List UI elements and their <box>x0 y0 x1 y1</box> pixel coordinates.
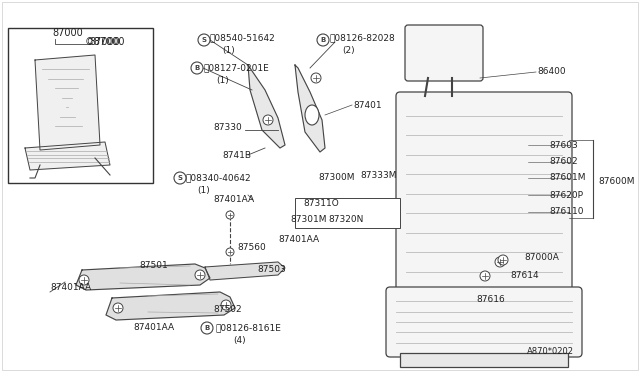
Text: 87401AA: 87401AA <box>213 196 254 205</box>
Circle shape <box>113 303 123 313</box>
Text: 87503: 87503 <box>257 266 285 275</box>
Text: ©87000: ©87000 <box>84 37 125 47</box>
Text: Ⓢ08340-40642: Ⓢ08340-40642 <box>185 173 251 183</box>
Text: 87311O: 87311O <box>303 199 339 208</box>
Polygon shape <box>76 264 210 290</box>
Text: 87603: 87603 <box>549 141 578 150</box>
Text: B: B <box>321 37 326 43</box>
Text: 86400: 86400 <box>537 67 566 77</box>
FancyBboxPatch shape <box>386 287 582 357</box>
Bar <box>295 198 400 228</box>
Text: Ⓑ08127-0201E: Ⓑ08127-0201E <box>204 64 269 73</box>
Circle shape <box>226 248 234 256</box>
Circle shape <box>263 115 273 125</box>
Text: 87614: 87614 <box>510 272 539 280</box>
Polygon shape <box>35 55 100 150</box>
Text: 87301M: 87301M <box>290 215 326 224</box>
Text: (1): (1) <box>197 186 210 195</box>
Text: 87000: 87000 <box>90 37 120 47</box>
Circle shape <box>174 172 186 184</box>
Text: A870*0202: A870*0202 <box>527 347 574 356</box>
Text: (1): (1) <box>222 45 235 55</box>
Text: 876110: 876110 <box>549 208 584 217</box>
Text: B: B <box>195 65 200 71</box>
Text: 87401AA: 87401AA <box>50 283 91 292</box>
Text: B: B <box>204 325 210 331</box>
Circle shape <box>226 211 234 219</box>
Circle shape <box>221 300 231 310</box>
Text: 87560: 87560 <box>237 244 266 253</box>
Text: 87333M: 87333M <box>360 170 397 180</box>
Text: Ⓑ08126-82028: Ⓑ08126-82028 <box>330 33 396 42</box>
Text: (4): (4) <box>233 336 246 344</box>
Polygon shape <box>205 262 285 280</box>
Text: 87300M: 87300M <box>318 173 355 183</box>
Circle shape <box>317 34 329 46</box>
Text: S: S <box>202 37 207 43</box>
Text: 87616: 87616 <box>476 295 505 305</box>
Text: 87600M: 87600M <box>598 177 634 186</box>
Polygon shape <box>248 65 285 148</box>
Bar <box>400 353 568 367</box>
Text: (1): (1) <box>216 76 228 84</box>
Circle shape <box>201 322 213 334</box>
Text: 87620P: 87620P <box>549 190 583 199</box>
Circle shape <box>480 271 490 281</box>
Circle shape <box>195 270 205 280</box>
Polygon shape <box>295 65 325 152</box>
Text: 87502: 87502 <box>213 305 242 314</box>
Text: Ⓢ08540-51642: Ⓢ08540-51642 <box>210 33 276 42</box>
FancyBboxPatch shape <box>396 92 572 295</box>
Text: 87320N: 87320N <box>328 215 364 224</box>
Text: 87401: 87401 <box>353 100 381 109</box>
Text: Ⓑ08126-8161E: Ⓑ08126-8161E <box>215 324 281 333</box>
Text: 87330: 87330 <box>213 124 242 132</box>
Polygon shape <box>106 292 235 320</box>
Text: 87401AA: 87401AA <box>278 235 319 244</box>
Circle shape <box>498 255 508 265</box>
Text: 87000: 87000 <box>52 28 83 38</box>
Text: 8741B: 8741B <box>222 151 251 160</box>
FancyBboxPatch shape <box>405 25 483 81</box>
Circle shape <box>198 34 210 46</box>
Text: 87501: 87501 <box>139 260 168 269</box>
Circle shape <box>191 62 203 74</box>
Circle shape <box>311 73 321 83</box>
Circle shape <box>79 275 89 285</box>
Text: S: S <box>177 175 182 181</box>
Ellipse shape <box>305 105 319 125</box>
Bar <box>8 28 153 183</box>
Text: (2): (2) <box>342 45 355 55</box>
Circle shape <box>495 257 505 267</box>
Text: 87602: 87602 <box>549 157 578 167</box>
Text: 87601M: 87601M <box>549 173 586 183</box>
Text: 87000A: 87000A <box>524 253 559 263</box>
Text: 87401AA: 87401AA <box>133 324 174 333</box>
Polygon shape <box>25 142 110 170</box>
